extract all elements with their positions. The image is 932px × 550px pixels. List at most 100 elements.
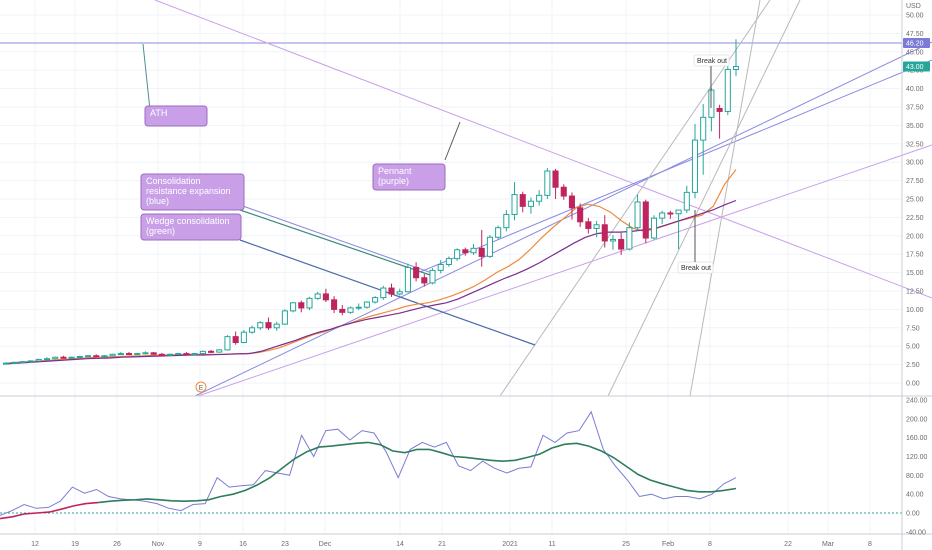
candle-body [199, 350, 206, 355]
candle-body [306, 297, 313, 309]
y-tick-label: 30.00 [906, 160, 924, 167]
candle-body [601, 224, 608, 242]
lower-y-tick-label: 80.00 [906, 473, 924, 480]
price-tag: 43.00 [903, 61, 930, 72]
price-tag: 46.20 [903, 37, 930, 48]
y-tick-label: 27.50 [906, 178, 924, 185]
candle [93, 354, 100, 358]
candle-body [158, 353, 165, 356]
candle [142, 351, 149, 355]
candle-body [2, 362, 10, 365]
y-tick-label: 47.50 [906, 31, 924, 38]
candle-body [167, 353, 174, 356]
grid-layer [0, 0, 902, 534]
candle-body [290, 302, 297, 312]
consolidation-resistance-line [419, 59, 932, 273]
candle-body [183, 353, 190, 356]
ath-pointer-line [142, 43, 151, 111]
candle-body [732, 66, 740, 70]
candle-body [642, 201, 649, 239]
x-tick-label: 8 [868, 541, 872, 548]
candle [76, 355, 83, 359]
y-tick-label: 10.00 [906, 307, 924, 314]
currency-label: USD [906, 3, 921, 10]
x-tick-label: 12 [31, 541, 39, 548]
lower-slow-line-negative [0, 501, 99, 520]
candle-body [298, 302, 305, 309]
candle-body [347, 307, 354, 313]
candle [167, 353, 174, 356]
candle-body [478, 247, 485, 257]
candle [43, 357, 51, 361]
candle [60, 355, 67, 359]
candle-body [700, 116, 707, 141]
y-tick-label: 20.00 [906, 233, 924, 240]
lower-indicator [0, 410, 902, 520]
candle [191, 352, 198, 356]
candle-body [125, 353, 133, 356]
candle [208, 349, 215, 353]
candle-body [117, 353, 124, 356]
candle [478, 229, 485, 267]
candle-body [716, 107, 723, 112]
x-tick-label: Dec [319, 541, 332, 548]
candle [249, 325, 256, 334]
wedge-note-box [140, 213, 242, 241]
candle-body [429, 269, 436, 284]
candle [527, 197, 534, 214]
candle-body [68, 356, 75, 359]
price-tag-bg [903, 37, 930, 48]
candle [429, 268, 436, 285]
candle-body [232, 336, 239, 344]
candle-body [454, 249, 461, 260]
candle-body [667, 212, 674, 215]
y-tick-label: 50.00 [906, 13, 924, 20]
candle [125, 352, 133, 356]
candle-body [593, 224, 600, 229]
candle-body [11, 361, 18, 364]
candle [691, 123, 699, 199]
candle-body [240, 331, 247, 344]
candle-body [495, 227, 502, 238]
candle-body [175, 353, 182, 356]
x-tick-label: Feb [662, 541, 674, 548]
candle [380, 285, 387, 300]
candle [716, 104, 723, 139]
blue-pointer-line [239, 204, 433, 274]
candle-body [208, 350, 215, 353]
candle-body [413, 266, 420, 279]
x-tick-label: 9 [198, 541, 202, 548]
candle-body [437, 264, 444, 271]
candle [240, 330, 247, 344]
candle-body [675, 209, 682, 215]
candle [700, 104, 707, 175]
wedge-note-text: (green) [146, 226, 175, 236]
candle [634, 194, 641, 231]
candle-body [691, 139, 699, 193]
candle-body [314, 293, 321, 299]
pennant-pointer-line [444, 121, 461, 161]
wedge-note: Wedge consolidation(green) [140, 213, 242, 241]
lower-y-tick-label: -40.00 [906, 529, 926, 536]
candle-body [216, 349, 223, 353]
lower-y-tick-label: 200.00 [906, 416, 928, 423]
candle-body [265, 322, 272, 329]
price-tag-text: 43.00 [906, 64, 924, 71]
candle-body [659, 212, 666, 219]
fan-line-3 [689, 0, 761, 397]
x-tick-label: 11 [548, 541, 555, 548]
candle [675, 209, 682, 250]
candles [2, 39, 740, 365]
consolidation-note-box [140, 173, 245, 211]
wedge-note-text: Wedge consolidation [146, 216, 229, 226]
candle [667, 210, 674, 219]
lower-y-tick-label: 0.00 [906, 511, 920, 518]
candle [437, 260, 444, 274]
candle [552, 168, 559, 199]
candle-body [527, 200, 534, 207]
candle [618, 232, 625, 255]
candle-body [27, 360, 34, 363]
y-tick-label: 7.50 [906, 325, 920, 332]
